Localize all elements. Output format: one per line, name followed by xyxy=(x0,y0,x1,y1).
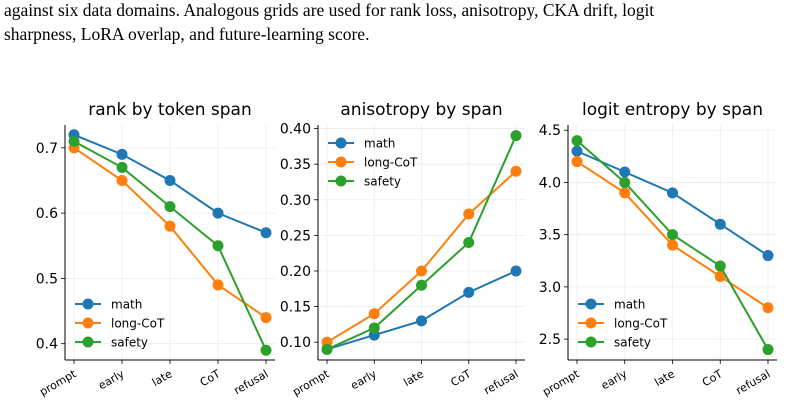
x-tick-label: late xyxy=(652,367,677,389)
point xyxy=(260,227,272,239)
point xyxy=(762,302,774,314)
legend-label: long-CoT xyxy=(111,317,165,331)
x-tick-label: CoT xyxy=(448,367,473,389)
point xyxy=(667,229,678,241)
y-tick-label: 0.20 xyxy=(280,264,311,280)
x-tick-label: late xyxy=(150,367,175,389)
x-tick-label: early xyxy=(96,367,127,392)
x-tick-label: refusal xyxy=(232,367,271,397)
point xyxy=(619,176,631,188)
point xyxy=(463,237,475,248)
point xyxy=(619,187,631,199)
chart-title: anisotropy by span xyxy=(340,100,502,120)
y-tick-label: 0.40 xyxy=(280,122,311,138)
point xyxy=(463,286,475,298)
legend-label: long-CoT xyxy=(614,317,668,331)
point xyxy=(212,240,224,252)
x-tick-label: early xyxy=(599,367,630,392)
point xyxy=(714,218,726,230)
legend-label: math xyxy=(614,298,645,312)
point xyxy=(510,130,522,142)
legend-marker xyxy=(585,298,597,310)
y-tick-label: 0.6 xyxy=(36,206,58,222)
y-tick-label: 2.5 xyxy=(539,332,561,348)
x-tick-label: prompt xyxy=(540,367,582,399)
point xyxy=(762,344,774,356)
point xyxy=(667,239,678,251)
y-tick-label: 0.5 xyxy=(36,271,58,287)
y-tick-label: 0.10 xyxy=(280,335,311,351)
x-tick-label: prompt xyxy=(290,367,332,399)
legend-marker xyxy=(585,317,597,329)
y-tick-label: 0.4 xyxy=(36,337,58,353)
x-tick-label: prompt xyxy=(37,367,79,399)
point xyxy=(116,161,128,173)
point xyxy=(416,315,427,327)
point xyxy=(510,265,522,277)
legend-label: safety xyxy=(614,336,651,350)
y-tick-label: 3.0 xyxy=(539,280,561,296)
point xyxy=(321,343,333,355)
point xyxy=(368,308,380,320)
point xyxy=(368,322,380,334)
y-tick-label: 0.35 xyxy=(280,157,311,173)
legend-label: safety xyxy=(364,175,401,189)
legend-marker xyxy=(335,156,347,168)
point xyxy=(164,220,176,232)
point xyxy=(714,270,726,282)
x-tick-label: CoT xyxy=(198,367,223,389)
point xyxy=(212,207,224,219)
point xyxy=(510,165,522,177)
paragraph-line: sharpness, LoRA overlap, and future-lear… xyxy=(4,24,370,44)
chart-title: logit entropy by span xyxy=(582,100,763,120)
y-tick-label: 0.30 xyxy=(280,193,311,209)
legend-label: long-CoT xyxy=(364,156,418,170)
y-tick-label: 4.5 xyxy=(539,123,561,139)
point xyxy=(416,265,427,277)
point xyxy=(571,145,583,157)
legend-label: safety xyxy=(111,336,148,350)
legend-marker xyxy=(82,336,94,348)
point xyxy=(714,260,726,272)
x-tick-label: late xyxy=(401,367,426,389)
y-tick-label: 0.15 xyxy=(280,300,311,316)
y-tick-label: 0.7 xyxy=(36,141,58,157)
x-tick-label: CoT xyxy=(700,367,725,389)
point xyxy=(619,166,631,178)
point xyxy=(416,279,427,291)
point xyxy=(116,148,128,160)
x-tick-label: refusal xyxy=(482,367,521,397)
x-tick-label: refusal xyxy=(734,367,773,397)
paragraph-line: against six data domains. Analogous grid… xyxy=(4,0,655,20)
legend-label: math xyxy=(364,137,395,151)
point xyxy=(68,135,80,147)
legend-marker xyxy=(585,336,597,348)
point xyxy=(260,344,272,356)
y-tick-label: 3.5 xyxy=(539,228,561,244)
point xyxy=(260,312,272,324)
y-tick-label: 4.0 xyxy=(539,175,561,191)
point xyxy=(164,201,176,213)
chart-title: rank by token span xyxy=(88,100,251,120)
point xyxy=(762,250,774,262)
point xyxy=(667,187,678,199)
legend-marker xyxy=(82,317,94,329)
point xyxy=(116,174,128,186)
legend-label: math xyxy=(111,298,142,312)
legend-marker xyxy=(335,137,347,149)
point xyxy=(212,279,224,291)
legend-marker xyxy=(335,175,347,187)
point xyxy=(463,208,475,220)
x-tick-label: early xyxy=(348,367,379,392)
point xyxy=(164,174,176,186)
legend-marker xyxy=(82,298,94,310)
y-tick-label: 0.25 xyxy=(280,228,311,244)
point xyxy=(571,135,583,147)
point xyxy=(571,156,583,168)
